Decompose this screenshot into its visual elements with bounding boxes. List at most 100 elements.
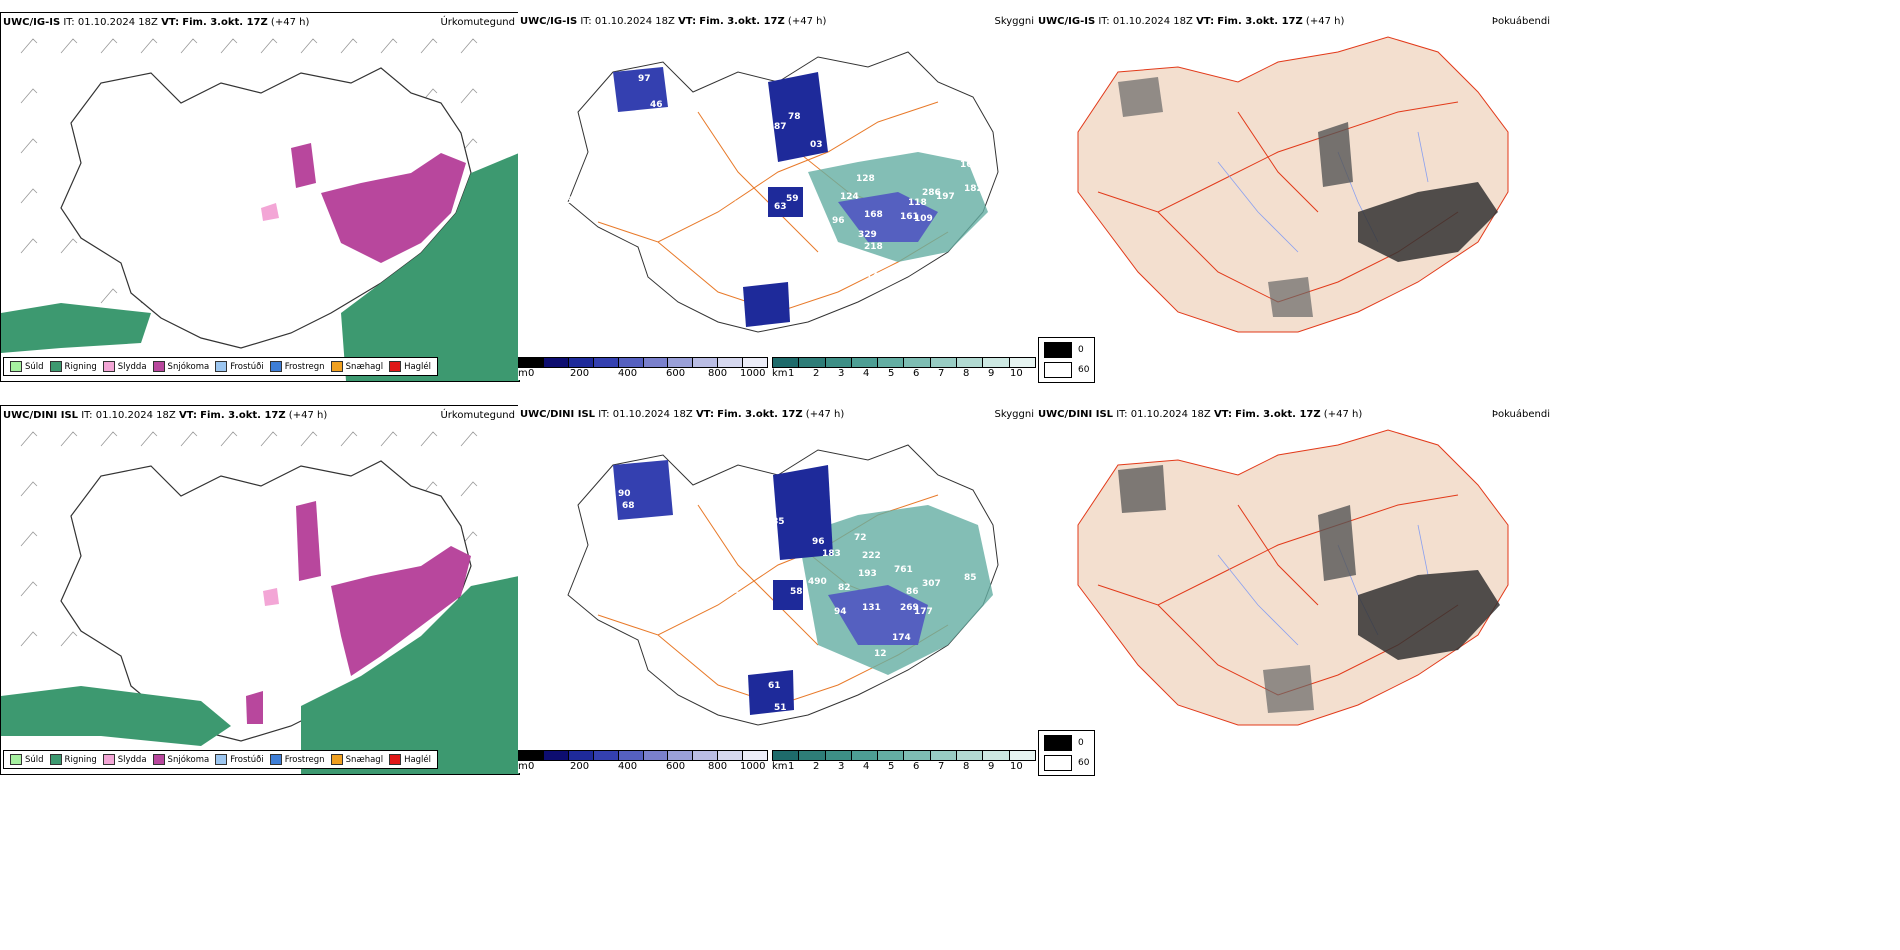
cloud-value: 72 xyxy=(858,144,871,154)
legend-swatch xyxy=(389,754,402,765)
ceiling-patch-b-row2 xyxy=(748,670,794,715)
fog-header-row1: UWC/IG-IS IT: 01.10.2024 18Z VT: Fim. 3.… xyxy=(1038,16,1345,27)
cloud-value: 17 xyxy=(820,156,833,166)
precip-header-row2: UWC/DINI ISL IT: 01.10.2024 18Z VT: Fim.… xyxy=(3,410,328,421)
fog-header-row2: UWC/DINI ISL IT: 01.10.2024 18Z VT: Fim.… xyxy=(1038,409,1363,420)
cloud-value: 46 xyxy=(650,100,663,110)
ceiling-patch-a-row1 xyxy=(768,187,803,217)
fog-dark-area-row2 xyxy=(1358,570,1500,660)
visibility-colorbar-row1 xyxy=(772,357,1036,368)
legend-item: Frostúði xyxy=(215,754,264,765)
legend-swatch xyxy=(269,361,282,372)
precip-map-row1 xyxy=(1,38,519,381)
cloud-value: 124 xyxy=(840,192,859,202)
cloud-value: 218 xyxy=(864,242,883,252)
legend-swatch xyxy=(215,754,228,765)
cloud-value: 193 xyxy=(858,569,877,579)
ceiling-patch-c-row2 xyxy=(773,465,833,560)
cloud-value: 61 xyxy=(768,681,781,691)
fog-dark-patch-b-row1 xyxy=(1268,277,1313,317)
cloud-value: 168 xyxy=(864,210,883,220)
cloud-map-row2 xyxy=(567,444,999,726)
legend-swatch xyxy=(269,754,282,765)
cloud-values-row2: 90 68 85 96 183 72 222 193 761 490 82 94… xyxy=(518,405,1038,773)
cloud-value: 86 xyxy=(906,587,919,597)
cloud-value: 94 xyxy=(834,607,847,617)
visibility-colorbar-row2 xyxy=(772,750,1036,761)
cloud-value: 118 xyxy=(908,198,927,208)
cloud-value: 161 xyxy=(900,212,919,222)
precip-type-panel-row2: UWC/DINI ISL IT: 01.10.2024 18Z VT: Fim.… xyxy=(0,405,520,775)
fog-title-row2: Þokuábendi xyxy=(1491,409,1550,420)
legend-swatch xyxy=(152,754,165,765)
cloud-value: 63 xyxy=(774,202,787,212)
precip-title-row1: Úrkomutegund xyxy=(440,17,515,28)
cloud-value: 36 xyxy=(734,200,747,210)
cloud-value: 78 xyxy=(788,112,801,122)
snow-patch-row2 xyxy=(296,501,321,581)
ceiling-patch-d-row1 xyxy=(613,67,668,112)
cloud-value: 177 xyxy=(914,607,933,617)
legend-swatch xyxy=(215,361,228,372)
fog-dark-area-row1 xyxy=(1358,182,1498,262)
cloud-value: 12 xyxy=(874,649,887,659)
legend-item: Slydda xyxy=(102,754,147,765)
fog-dark-patch-c-row1 xyxy=(1118,77,1163,117)
fog-dark-patch-c-row2 xyxy=(1118,465,1166,513)
cloud-value: 72 xyxy=(854,533,867,543)
cloud-value: 96 xyxy=(812,537,825,547)
fog-map-row2 xyxy=(1077,429,1509,726)
cloud-value: 97 xyxy=(638,74,651,84)
legend-swatch xyxy=(389,361,402,372)
cloud-value: 307 xyxy=(922,579,941,589)
cloud-value: 168 xyxy=(960,160,979,170)
cloud-value: 182 xyxy=(964,184,983,194)
sleet-patch-row1 xyxy=(261,203,279,221)
legend-swatch xyxy=(49,361,62,372)
precip-map-row2 xyxy=(1,431,519,774)
fog-map-row1 xyxy=(1077,36,1509,333)
precip-header-row1: UWC/IG-IS IT: 01.10.2024 18Z VT: Fim. 3.… xyxy=(3,17,310,28)
fog-legend-row1: 0 60 xyxy=(1038,337,1096,383)
legend-item: Snæhagl xyxy=(330,361,383,372)
ceiling-area-row1 xyxy=(838,192,938,242)
cloud-value: 131 xyxy=(862,603,881,613)
snow-area-row1 xyxy=(321,153,466,263)
cloud-values-row1: 97 46 76 87 78 03 17 72 128 59 63 96 124… xyxy=(518,12,1038,380)
cloud-value: 174 xyxy=(892,633,911,643)
visibility-ticks-row2: km 1 2 3 4 5 6 7 8 9 10 xyxy=(772,761,1023,772)
cloud-value: 85 xyxy=(964,573,977,583)
cloud-value: 52 xyxy=(566,196,579,206)
cloud-value: 36 xyxy=(734,591,747,601)
legend-item: Snæhagl xyxy=(330,754,383,765)
precip-title-row2: Úrkomutegund xyxy=(440,410,515,421)
cloud-value: 96 xyxy=(832,216,845,226)
cloud-value: 85 xyxy=(772,517,785,527)
cloud-title-row1: Skyggni xyxy=(994,16,1034,27)
fog-dark-patch-a-row1 xyxy=(1318,122,1353,187)
fog-title-row1: Þokuábendi xyxy=(1491,16,1550,27)
cloud-value: 269 xyxy=(900,603,919,613)
cloud-value: 128 xyxy=(856,174,875,184)
cloud-value: 222 xyxy=(862,551,881,561)
legend-item: Frostregn xyxy=(269,754,325,765)
cloud-value: 109 xyxy=(914,214,933,224)
snow-patch-b-row2 xyxy=(246,691,263,724)
sleet-patch-row2 xyxy=(263,588,279,606)
precip-type-panel-row1: UWC/IG-IS IT: 01.10.2024 18Z VT: Fim. 3.… xyxy=(0,12,520,382)
legend-item: Snjókoma xyxy=(152,361,209,372)
rain-area-row2 xyxy=(301,576,519,774)
cloud-value: 197 xyxy=(936,192,955,202)
roads-row1 xyxy=(597,91,949,313)
legend-swatch xyxy=(10,361,22,372)
cloud-value: 148 xyxy=(962,144,981,154)
legend-swatch xyxy=(102,361,115,372)
cloud-value: 145 xyxy=(866,272,885,282)
fog-legend-row2: 0 60 xyxy=(1038,730,1096,776)
cloud-value: 286 xyxy=(922,188,941,198)
roads-row2 xyxy=(597,484,949,706)
cloud-map-row1 xyxy=(567,51,999,333)
ceiling-patch-c-row1 xyxy=(768,72,828,162)
cloud-header-row1: UWC/IG-IS IT: 01.10.2024 18Z VT: Fim. 3.… xyxy=(520,16,827,27)
legend-item: Slydda xyxy=(102,361,147,372)
